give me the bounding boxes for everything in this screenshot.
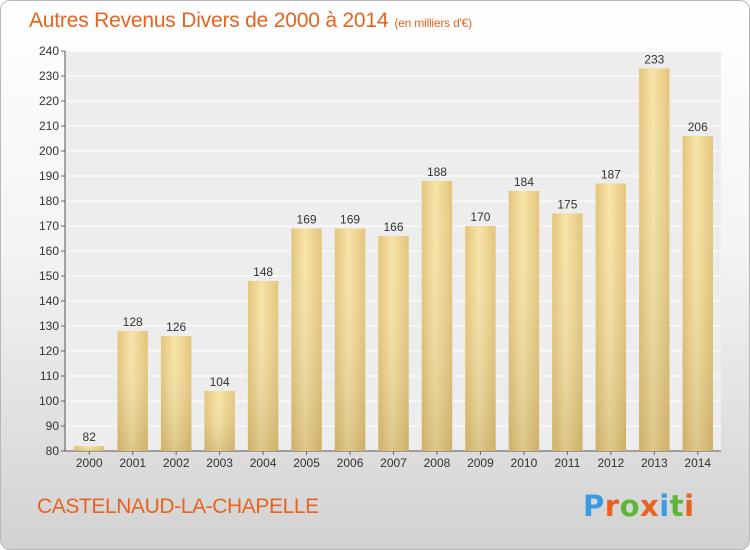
proxiti-logo: Proxiti <box>583 489 695 523</box>
x-tick-label: 2001 <box>119 456 146 470</box>
y-tick-label: 230 <box>39 69 59 83</box>
chart-title-text: Autres Revenus Divers de 2000 à 2014 <box>29 9 389 32</box>
y-tick-label: 240 <box>39 44 59 58</box>
y-tick-label: 210 <box>39 119 59 133</box>
chart-title: Autres Revenus Divers de 2000 à 2014 (en … <box>29 9 472 33</box>
bar-shade <box>204 391 235 451</box>
bar-value-label: 126 <box>166 320 186 334</box>
logo-letter: i <box>659 489 670 523</box>
bar-value-label: 184 <box>514 175 534 189</box>
bar-shade <box>465 226 496 451</box>
y-tick-label: 220 <box>39 94 59 108</box>
bar-value-label: 128 <box>123 315 143 329</box>
bar-value-label: 148 <box>253 265 273 279</box>
y-tick-label: 140 <box>39 294 59 308</box>
logo-letter: i <box>684 489 695 523</box>
logo-letter: r <box>604 489 620 523</box>
x-tick-label: 2012 <box>597 456 624 470</box>
y-tick-label: 120 <box>39 344 59 358</box>
chart-subtitle: (en milliers d'€) <box>394 16 472 30</box>
y-tick-label: 180 <box>39 194 59 208</box>
y-tick-label: 190 <box>39 169 59 183</box>
bar-value-label: 169 <box>340 213 360 227</box>
x-tick-label: 2003 <box>206 456 233 470</box>
x-tick-label: 2009 <box>467 456 494 470</box>
bar-value-label: 175 <box>557 198 577 212</box>
y-tick-label: 80 <box>46 444 60 458</box>
y-tick-label: 130 <box>39 319 59 333</box>
x-tick-label: 2000 <box>76 456 103 470</box>
bar-value-label: 166 <box>383 220 403 234</box>
x-tick-label: 2010 <box>511 456 538 470</box>
y-tick-label: 160 <box>39 244 59 258</box>
y-tick-label: 90 <box>46 419 60 433</box>
bar-shade <box>552 213 583 451</box>
x-tick-label: 2013 <box>641 456 668 470</box>
bar-value-label: 82 <box>83 430 97 444</box>
x-tick-label: 2002 <box>163 456 190 470</box>
x-tick-label: 2005 <box>293 456 320 470</box>
y-tick-label: 200 <box>39 144 59 158</box>
bar-shade <box>682 136 713 451</box>
y-tick-label: 100 <box>39 394 59 408</box>
y-tick-label: 170 <box>39 219 59 233</box>
bar-value-label: 187 <box>601 168 621 182</box>
logo-letter: P <box>583 489 605 523</box>
logo-letter: o <box>619 489 641 523</box>
x-tick-label: 2006 <box>337 456 364 470</box>
bar-shade <box>639 68 670 451</box>
bar-value-label: 169 <box>297 213 317 227</box>
x-tick-label: 2007 <box>380 456 407 470</box>
bar-shade <box>421 181 453 451</box>
bar-value-label: 188 <box>427 165 447 179</box>
y-tick-label: 150 <box>39 269 59 283</box>
bar-shade <box>378 236 409 451</box>
bar-shade <box>595 183 627 451</box>
logo-letter: x <box>640 489 660 523</box>
bar-shade <box>334 228 366 451</box>
x-tick-label: 2008 <box>424 456 451 470</box>
town-name: CASTELNAUD-LA-CHAPELLE <box>37 495 319 518</box>
bar-value-label: 170 <box>470 210 490 224</box>
bar-value-label: 206 <box>688 120 708 134</box>
bar-shade <box>508 191 540 451</box>
x-tick-label: 2014 <box>684 456 711 470</box>
y-tick-label: 110 <box>40 369 59 383</box>
logo-letter: t <box>669 489 685 523</box>
x-tick-label: 2011 <box>554 456 580 470</box>
bar-shade <box>291 228 322 451</box>
bar-shade <box>74 446 105 451</box>
bar-shade <box>117 331 148 451</box>
bar-value-label: 233 <box>644 53 664 67</box>
bar-shade <box>160 336 192 451</box>
x-tick-label: 2004 <box>250 456 277 470</box>
bar-shade <box>247 281 279 451</box>
bar-value-label: 104 <box>210 375 230 389</box>
